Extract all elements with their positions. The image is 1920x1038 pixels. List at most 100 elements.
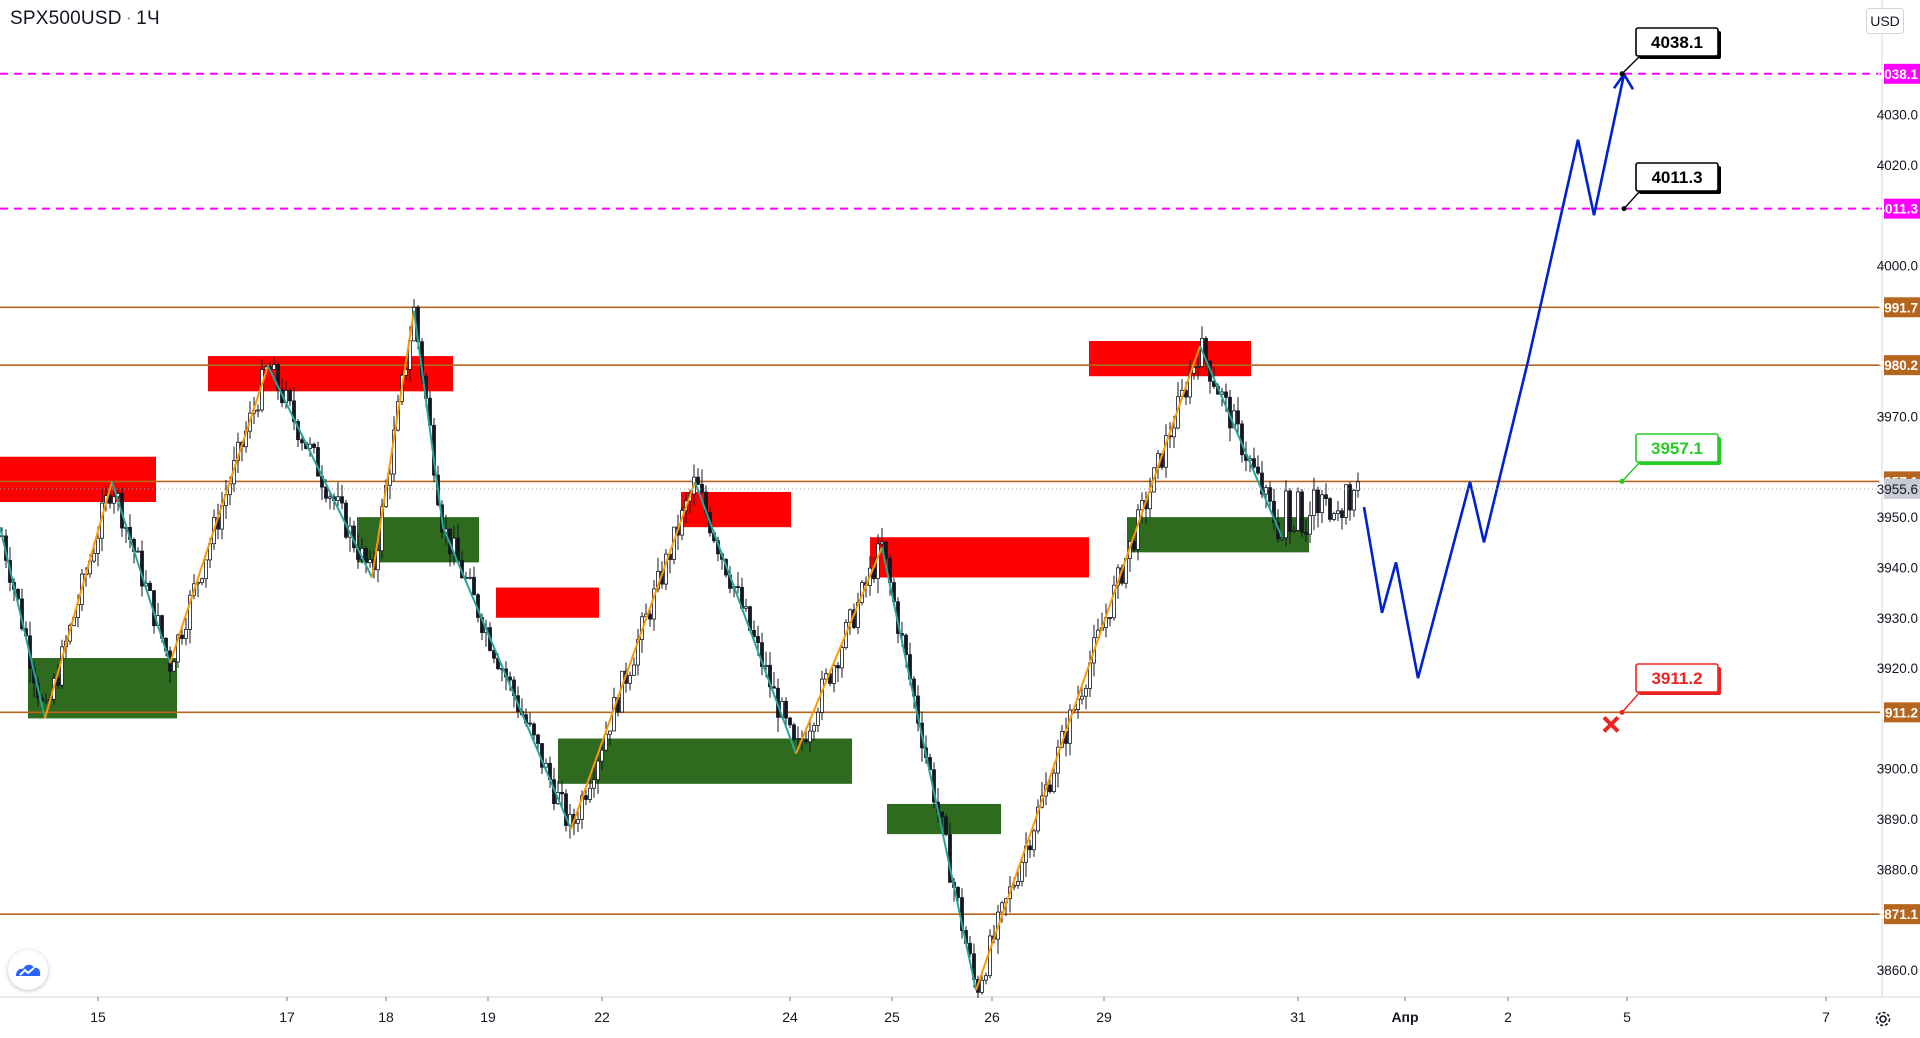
zigzag-segment [442,526,572,830]
candle-body [1288,490,1292,532]
candle-body [968,942,972,955]
price-tick-label: 3890.0 [1877,812,1918,827]
callout-box [1635,663,1719,693]
candle-body [1312,489,1316,516]
level-price-tag [1884,198,1920,219]
candle-body [44,699,48,702]
zigzag-segment [267,365,373,578]
candle-body [276,364,280,391]
candle-body [288,390,292,402]
zigzag-segment [881,547,977,991]
candle-body [1016,880,1020,886]
candle-body [388,473,392,486]
zigzag-segment [111,481,171,664]
candle-body [108,495,112,504]
candle-body [256,409,260,412]
level-price-tag [1884,355,1920,376]
candle-body [628,674,632,684]
level-price-tag [1884,702,1920,723]
currency-button[interactable]: USD [1866,8,1904,34]
candle-body [944,816,948,835]
settings-gear-icon[interactable] [1868,1004,1898,1034]
candle-body [1316,489,1320,514]
zigzag-segment [169,365,269,664]
current-price-tag [1884,478,1920,499]
level-price-tag [1884,297,1920,318]
candle-body [808,730,812,743]
candle-body [1304,531,1308,535]
candle-body [816,711,820,726]
candle-body [796,738,800,740]
callout-label: 4011.3 [1651,168,1702,187]
candle-body [604,733,608,751]
candle-body [204,559,208,580]
levels [0,72,1882,915]
candle-body [1032,830,1036,851]
current-price-label: 3955.6 [1877,482,1918,497]
candle-body [92,552,96,562]
candle-body [652,588,656,620]
supply-zone [1089,341,1251,377]
candle-body [812,725,816,732]
candle-body [176,634,180,663]
level-price-tag-label: 4011.3 [1877,202,1918,217]
candle-body [904,634,908,655]
candle-body [200,578,204,583]
candle-body [1000,902,1004,913]
level-price-tag-label: 3871.1 [1877,907,1919,922]
candle-body [1084,687,1088,697]
candle-body [1344,484,1348,518]
candle-body [768,664,772,688]
candle-body [364,548,368,564]
price-tick-label: 3900.0 [1877,762,1918,777]
callout-label: 3911.2 [1651,669,1702,688]
candle-body [324,486,328,499]
candle-body [492,650,496,659]
candle-body [564,793,568,826]
price-tick-label: 4030.0 [1877,108,1918,123]
candle-body [532,723,536,736]
supply-zone [208,356,453,392]
symbol-title[interactable]: SPX500USD · 1Ч [10,8,160,30]
candle-body [1080,695,1084,700]
forecast-path [1362,74,1626,679]
supply-zone [681,491,791,528]
candle-body [1284,490,1288,539]
candle-body [1320,494,1324,514]
candle-body [292,400,296,422]
candle-body [1164,435,1168,468]
callout-label: 3957.1 [1651,439,1703,458]
time-tick-label: 29 [1096,1009,1112,1025]
candle-body [456,537,460,561]
candle-body [328,496,332,499]
candle-body [592,779,596,789]
zigzag-segment [570,481,696,830]
zigzag-segment [0,526,46,719]
level-price-tag-label: 3991.7 [1877,300,1918,315]
candle-body [112,496,116,504]
candle-body [1264,487,1268,495]
level-price-tag-label: 4038.1 [1877,67,1919,82]
zigzag [0,310,1283,991]
price-tick-label: 4000.0 [1877,259,1918,274]
candle-body [1260,472,1264,495]
tradingview-logo-icon[interactable] [8,950,48,990]
candle-body [1112,584,1116,619]
candle-body [96,537,100,554]
demand-zone [28,658,177,719]
candle-body [368,559,372,564]
candle-body [188,594,192,630]
time-tick-label: 24 [782,1009,798,1025]
candle-body [1236,410,1240,425]
callout-box [1635,433,1719,463]
candle-body [560,791,564,795]
interval-label: 1Ч [136,8,160,29]
callout-pointer [1623,190,1641,210]
candle-body [340,496,344,504]
candle-body [180,634,184,639]
candle-body [784,700,788,719]
candle-body [584,795,588,800]
price-tick-label: 3860.0 [1877,963,1918,978]
